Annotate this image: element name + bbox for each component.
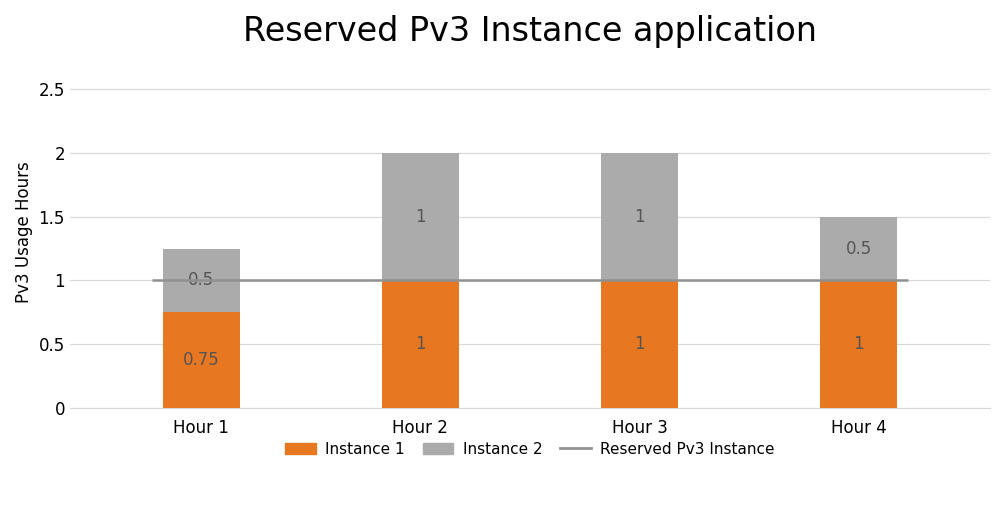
Bar <box>820 217 896 280</box>
Text: 1: 1 <box>415 208 426 226</box>
Bar <box>382 280 458 408</box>
Bar <box>163 312 239 408</box>
Bar <box>601 153 677 280</box>
Text: 0.75: 0.75 <box>183 351 220 369</box>
Text: 1: 1 <box>853 335 864 353</box>
Text: 1: 1 <box>634 335 645 353</box>
Title: Reserved Pv3 Instance application: Reserved Pv3 Instance application <box>243 15 817 48</box>
Bar <box>163 249 239 312</box>
Text: 1: 1 <box>415 335 426 353</box>
Bar <box>820 280 896 408</box>
Bar <box>601 280 677 408</box>
Text: 0.5: 0.5 <box>845 239 871 258</box>
Bar <box>382 153 458 280</box>
Y-axis label: Pv3 Usage Hours: Pv3 Usage Hours <box>15 162 33 304</box>
Text: 1: 1 <box>634 208 645 226</box>
Legend: Instance 1, Instance 2, Reserved Pv3 Instance: Instance 1, Instance 2, Reserved Pv3 Ins… <box>279 435 781 463</box>
Text: 0.5: 0.5 <box>188 271 214 289</box>
